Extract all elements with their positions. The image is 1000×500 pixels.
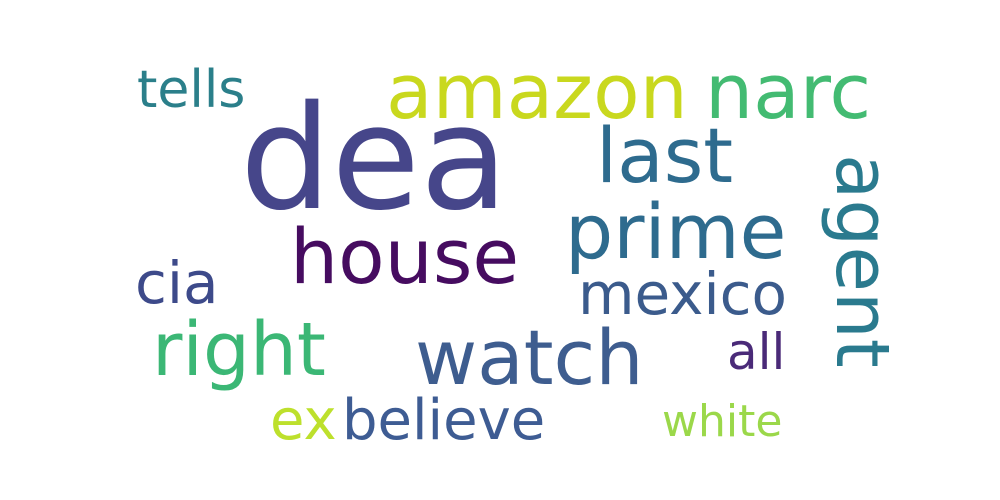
word-agent: agent [819, 154, 905, 368]
word-white: white [662, 396, 783, 447]
word-amazon: amazon [386, 47, 688, 136]
word-right: right [152, 307, 326, 393]
word-ex: ex [270, 388, 337, 453]
word-mexico: mexico [578, 260, 787, 328]
word-last: last [596, 111, 734, 200]
word-prime: prime [565, 187, 787, 276]
word-tells: tells [137, 60, 246, 120]
word-believe: believe [342, 388, 546, 453]
word-dea: dea [240, 74, 509, 242]
word-cia: cia [135, 249, 219, 317]
word-house: house [290, 212, 520, 301]
word-narc: narc [705, 47, 872, 136]
word-all: all [727, 323, 786, 381]
word-watch: watch [415, 313, 644, 402]
